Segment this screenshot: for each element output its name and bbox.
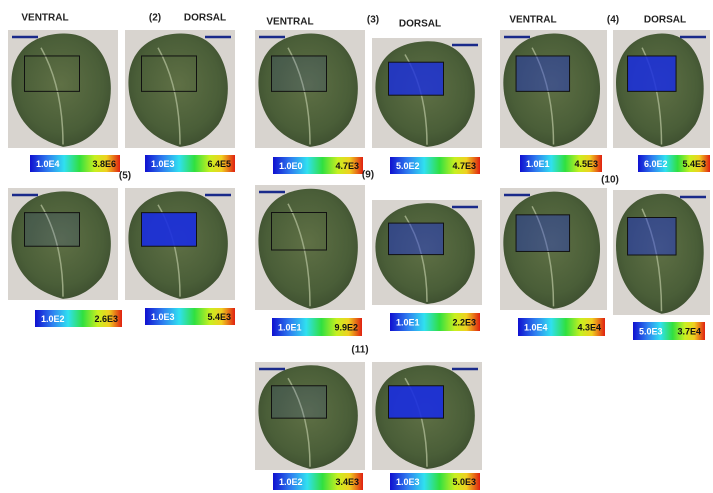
panel-label: (2) — [149, 13, 161, 24]
scale-min: 1.0E0 — [279, 161, 303, 171]
scale-max: 3.4E3 — [335, 477, 359, 487]
scale-min: 1.0E4 — [36, 159, 60, 169]
scale-max: 4.3E4 — [577, 322, 601, 332]
page: {"groups": [ {"label": "(2)", "ventral":… — [0, 0, 713, 493]
scale-max: 4.7E3 — [452, 161, 476, 171]
signal-overlay — [389, 62, 444, 95]
dorsal-header: DORSAL — [644, 15, 686, 26]
scale-min: 1.0E3 — [151, 312, 175, 322]
ventral-header: VENTRAL — [266, 17, 313, 28]
scale-max: 9.9E2 — [334, 322, 358, 332]
panel-label: (10) — [601, 175, 619, 186]
scale-max: 4.7E3 — [335, 161, 359, 171]
signal-overlay — [516, 56, 570, 91]
scale-max: 3.8E6 — [92, 159, 116, 169]
signal-overlay — [516, 215, 570, 252]
scale-min: 1.0E3 — [396, 477, 420, 487]
scale-min: 6.0E2 — [644, 159, 668, 169]
signal-overlay — [142, 213, 197, 247]
scale-max: 2.2E3 — [452, 317, 476, 327]
scale-min: 1.0E3 — [151, 159, 175, 169]
scale-max: 3.7E4 — [677, 326, 701, 336]
signal-overlay — [628, 218, 677, 256]
scale-max: 4.5E3 — [574, 159, 598, 169]
scale-min: 1.0E1 — [396, 317, 420, 327]
scale-max: 5.4E3 — [682, 159, 706, 169]
figure: (2) VENTRAL DORSAL 1.0E4 3.8E6 1.0E3 6.4E5 (3) V… — [0, 0, 713, 493]
scale-max: 5.4E3 — [207, 312, 231, 322]
scale-min: 1.0E2 — [279, 477, 303, 487]
panel-label: (5) — [119, 171, 131, 182]
scale-min: 1.0E1 — [526, 159, 550, 169]
scale-max: 2.6E3 — [94, 314, 118, 324]
signal-overlay — [389, 223, 444, 255]
panel-label: (11) — [351, 345, 368, 356]
scale-min: 1.0E1 — [278, 322, 302, 332]
scale-max: 6.4E5 — [207, 159, 231, 169]
ventral-header: VENTRAL — [509, 15, 556, 26]
dorsal-header: DORSAL — [184, 13, 226, 24]
scale-min: 1.0E2 — [41, 314, 65, 324]
panel-label: (9) — [362, 170, 374, 181]
scale-min: 5.0E3 — [639, 326, 663, 336]
signal-overlay — [389, 386, 444, 418]
panel-label: (3) — [367, 15, 379, 26]
scale-min: 1.0E4 — [524, 322, 548, 332]
signal-overlay — [25, 213, 80, 247]
signal-overlay — [272, 386, 327, 418]
signal-overlay — [272, 56, 327, 91]
signal-overlay — [628, 56, 677, 91]
panel-label: (4) — [607, 15, 619, 26]
ventral-header: VENTRAL — [21, 13, 68, 24]
scale-max: 5.0E3 — [452, 477, 476, 487]
scale-min: 5.0E2 — [396, 161, 420, 171]
dorsal-header: DORSAL — [399, 19, 441, 30]
